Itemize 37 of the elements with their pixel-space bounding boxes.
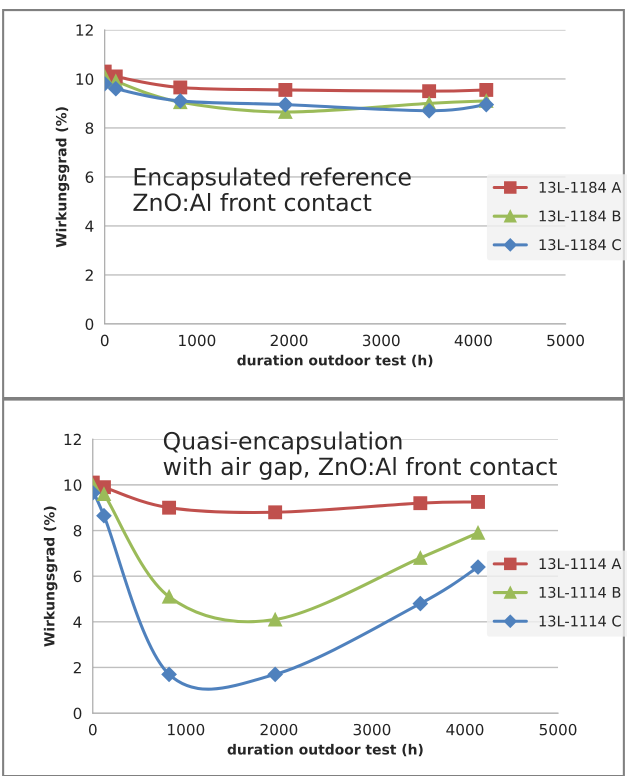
y-axis-title: Wirkungsgrad (%): [44, 506, 58, 647]
x-tick-label: 5000: [540, 724, 576, 736]
x-tick-label: 3000: [362, 334, 400, 346]
y-tick-label: 12: [64, 434, 81, 446]
x-tick-label: 0: [100, 334, 109, 346]
y-tick-label: 4: [73, 616, 82, 628]
x-tick-label: 2000: [260, 724, 298, 736]
y-axis-title: Wirkungsgrad (%): [56, 107, 70, 248]
x-tick-label: 3000: [354, 724, 390, 736]
y-tick-label: 8: [74, 524, 82, 537]
x-tick-label: 1000: [179, 334, 216, 346]
legend-label: 13L-1184 A: [540, 182, 622, 193]
legend-label: 13L-1114 B: [540, 586, 620, 598]
x-tick-label: 1000: [168, 724, 204, 736]
y-tick-label: 8: [86, 122, 94, 134]
y-tick-label: 0: [74, 708, 82, 720]
y-tick-label: 10: [76, 73, 94, 85]
y-tick-label: 12: [76, 24, 93, 36]
legend-label: 13L-1184 B: [540, 210, 620, 222]
x-tick-label: 2000: [270, 334, 308, 346]
x-tick-label: 4000: [446, 724, 484, 736]
x-axis-title: duration outdoor test (h): [237, 354, 432, 368]
legend-label: 13L-1184 C: [540, 239, 621, 250]
y-tick-label: 4: [85, 220, 94, 232]
annotation: Quasi-encapsulation with air gap, ZnO:Al front contact: [164, 431, 557, 480]
y-tick-label: 2: [86, 269, 93, 281]
legend-label: 13L-1114 C: [540, 616, 621, 627]
y-tick-label: 10: [64, 479, 82, 491]
legend-label: 13L-1114 A: [540, 558, 622, 570]
x-tick-label: 4000: [454, 334, 492, 346]
annotation: Encapsulated reference ZnO:Al front contact: [133, 167, 411, 212]
y-tick-label: 0: [86, 318, 94, 330]
y-tick-label: 6: [74, 570, 82, 582]
y-tick-label: 6: [86, 171, 94, 183]
y-tick-label: 2: [74, 662, 81, 674]
x-tick-label: 5000: [547, 334, 584, 346]
x-axis-title: duration outdoor test (h): [228, 744, 423, 756]
